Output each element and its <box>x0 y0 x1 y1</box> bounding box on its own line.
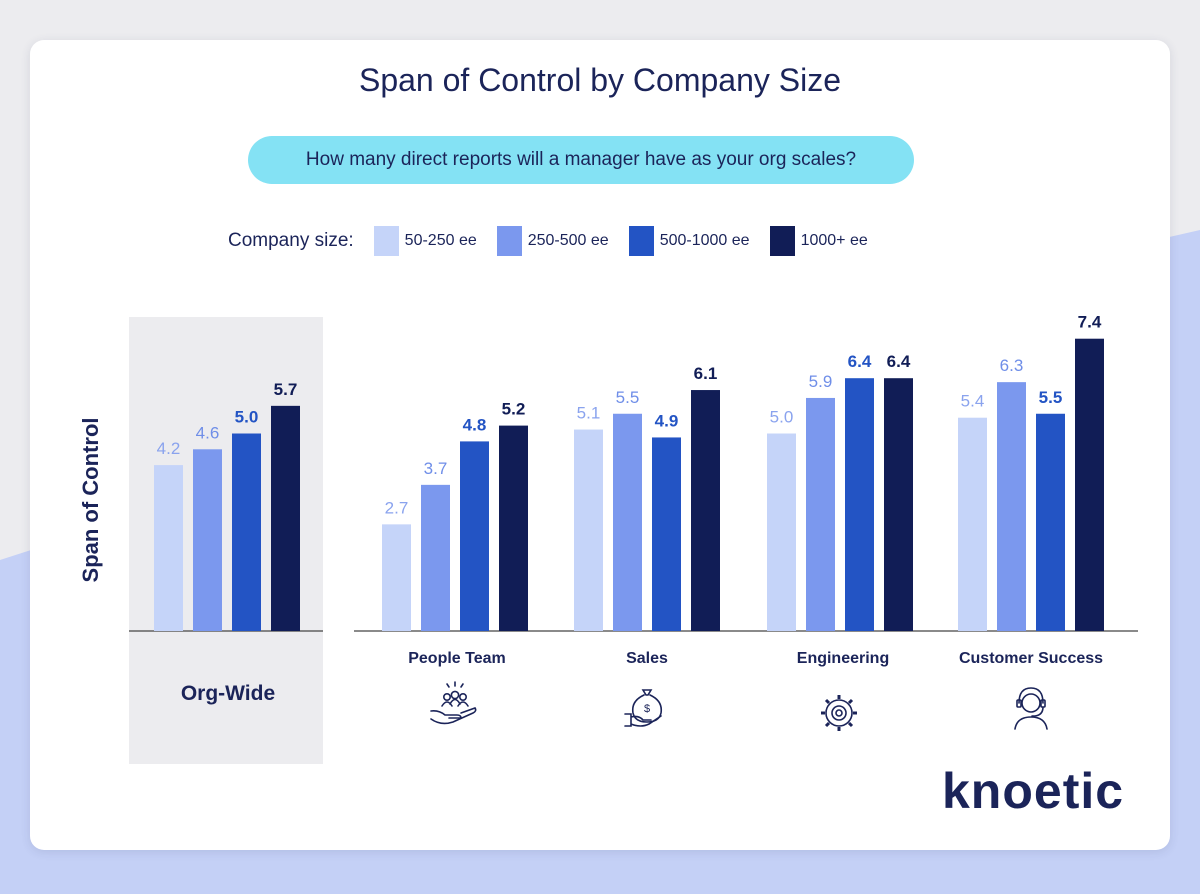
bar-customer-success-series-2 <box>1036 413 1065 631</box>
legend-item-250-500: 250-500 ee <box>496 226 609 256</box>
brand-logo: knoetic <box>942 763 1124 819</box>
headset-agent-icon <box>1014 687 1048 730</box>
data-label: 5.1 <box>577 404 601 423</box>
bar-engineering-series-2 <box>845 378 874 631</box>
bar-org-wide-series-0 <box>154 465 183 631</box>
svg-text:$: $ <box>644 703 650 715</box>
legend-item-50-250: 50-250 ee <box>373 226 477 256</box>
bar-sales-series-3 <box>691 390 720 631</box>
y-axis-label: Span of Control <box>78 418 103 583</box>
data-label: 5.2 <box>502 400 526 419</box>
data-label: 5.5 <box>616 388 640 407</box>
data-label: 5.7 <box>274 380 298 399</box>
data-label: 3.7 <box>424 459 448 478</box>
data-label: 5.5 <box>1039 388 1063 407</box>
bar-engineering-series-3 <box>884 378 913 631</box>
data-label: 7.4 <box>1078 313 1102 332</box>
bar-engineering-series-1 <box>806 397 835 631</box>
data-label: 6.4 <box>848 352 872 371</box>
data-label: 5.9 <box>809 372 833 391</box>
category-label: Org-Wide <box>181 682 275 705</box>
category-label: People Team <box>408 650 506 667</box>
value-labels-layer: 4.2 4.6 5.0 5.7 2.7 3.7 4.8 5.2 5.1 5.5 4.9 6.1 5.0 5… <box>157 313 1102 518</box>
bar-people-team-series-0 <box>382 524 411 631</box>
bar-people-team-series-2 <box>460 441 489 631</box>
bar-people-team-series-3 <box>499 425 528 631</box>
category-label: Engineering <box>797 650 889 667</box>
legend-swatch <box>628 226 654 256</box>
legend-text: 1000+ ee <box>800 232 868 249</box>
bars-layer <box>154 338 1104 631</box>
category-label: Sales <box>626 650 668 667</box>
data-label: 2.7 <box>385 498 409 517</box>
legend-swatch <box>373 226 399 256</box>
bar-org-wide-series-1 <box>193 449 222 631</box>
legend-swatch <box>769 226 795 256</box>
bar-customer-success-series-3 <box>1075 338 1104 631</box>
chart-title: Span of Control by Company Size <box>358 62 842 98</box>
bar-customer-success-series-0 <box>958 417 987 631</box>
bar-org-wide-series-2 <box>232 433 261 631</box>
data-label: 6.3 <box>1000 356 1024 375</box>
people-team-icon <box>430 681 477 725</box>
bar-sales-series-0 <box>574 429 603 631</box>
data-label: 4.9 <box>655 411 679 430</box>
subtitle-pill: How many direct reports will a manager h… <box>248 136 914 184</box>
legend: Company size: 50-250 ee 250-500 ee 500-1… <box>228 226 888 256</box>
bar-org-wide-series-3 <box>271 405 300 631</box>
legend-text: 500-1000 ee <box>659 232 750 249</box>
money-bag-icon: $ <box>624 689 663 727</box>
bar-people-team-series-1 <box>421 484 450 631</box>
data-label: 4.2 <box>157 439 181 458</box>
data-label: 5.4 <box>961 392 985 411</box>
bar-customer-success-series-1 <box>997 382 1026 631</box>
legend-swatch <box>496 226 522 256</box>
category-labels-layer: Org-Wide People Team Sales Engineering Custo… <box>181 650 1103 705</box>
legend-item-1000-plus: 1000+ ee <box>769 226 868 256</box>
legend-label: Company size: <box>228 230 354 251</box>
data-label: 5.0 <box>770 408 794 427</box>
data-label: 6.1 <box>694 364 718 383</box>
data-label: 4.6 <box>196 423 220 442</box>
data-label: 6.4 <box>887 352 911 371</box>
bar-sales-series-1 <box>613 413 642 631</box>
data-label: 5.0 <box>235 408 259 427</box>
data-label: 4.8 <box>463 415 487 434</box>
bar-sales-series-2 <box>652 437 681 631</box>
legend-text: 250-500 ee <box>527 232 609 249</box>
legend-text: 50-250 ee <box>404 232 477 249</box>
legend-item-500-1000: 500-1000 ee <box>628 226 750 256</box>
bar-engineering-series-0 <box>767 433 796 631</box>
category-label: Customer Success <box>959 650 1103 667</box>
gear-icon <box>821 695 857 731</box>
